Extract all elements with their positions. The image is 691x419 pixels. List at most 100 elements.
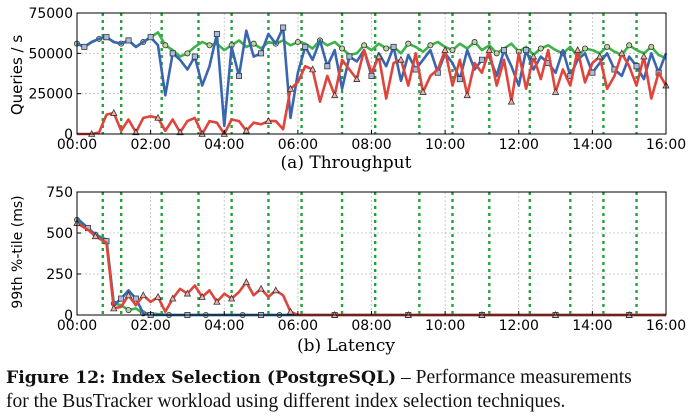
figure-caption: Figure 12: Index Selection (PostgreSQL) …	[6, 366, 690, 414]
throughput-point-square	[302, 43, 309, 50]
throughput-point-triangle	[286, 84, 295, 92]
throughput-point-triangle	[397, 55, 405, 63]
throughput-point-triangle	[640, 52, 648, 60]
latency-point-triangle	[154, 292, 162, 300]
figure-caption-label: Figure 12: Index Selection (PostgreSQL)	[6, 368, 397, 388]
throughput-point-square	[103, 34, 110, 41]
throughput-point-triangle	[375, 52, 383, 60]
throughput-point-circle	[339, 45, 346, 52]
throughput-point-triangle	[551, 88, 560, 95]
latency-xtick-label: 06:00	[278, 318, 318, 334]
latency-point-triangle	[227, 294, 236, 302]
throughput-point-square	[478, 56, 485, 63]
figure-caption-text-line2: for the BusTracker workload using differ…	[6, 391, 566, 412]
throughput-point-triangle	[132, 128, 140, 136]
latency-xtick-label: 02:00	[130, 318, 170, 334]
throughput-point-circle	[427, 42, 434, 49]
throughput-xtick-label: 04:00	[204, 137, 244, 153]
throughput-point-triangle	[618, 49, 626, 57]
throughput-point-circle	[361, 42, 368, 49]
throughput-point-triangle	[441, 46, 449, 53]
throughput-point-square	[213, 30, 220, 37]
latency-ytick-label: 500	[46, 226, 73, 242]
throughput-point-triangle	[353, 75, 361, 82]
throughput-chart: 0 25000 50000 75000 00:00 02:00 04:00 06:00 08:0…	[28, 6, 686, 153]
latency-point-triangle	[198, 292, 206, 300]
throughput-point-triangle	[308, 65, 317, 73]
throughput-point-triangle	[463, 91, 471, 99]
latency-point-triangle	[213, 297, 221, 305]
throughput-point-square	[633, 63, 640, 70]
latency-xtick-label: 00:00	[57, 318, 97, 334]
throughput-point-triangle	[110, 108, 118, 116]
throughput-point-square	[523, 47, 530, 54]
throughput-point-square	[501, 47, 508, 54]
throughput-xtick-label: 12:00	[499, 137, 539, 153]
throughput-point-triangle	[529, 52, 538, 60]
figure-caption-text-line1: – Performance measurements	[396, 367, 632, 388]
latency-xtick-label: 14:00	[572, 318, 612, 334]
throughput-xtick-label: 14:00	[572, 137, 612, 153]
throughput-xtick-label: 10:00	[425, 137, 465, 153]
latency-xtick-label: 16:00	[646, 318, 686, 334]
throughput-ytick-label: 75000	[28, 6, 73, 22]
latency-chart: 0 250 500 750 00:00 02:00 04:00 06:00 08:00 10:00…	[46, 185, 686, 334]
throughput-point-circle	[537, 45, 544, 52]
throughput-point-circle	[184, 50, 191, 57]
throughput-point-square	[324, 63, 331, 70]
throughput-point-square	[235, 72, 242, 79]
latency-point-triangle	[272, 286, 280, 294]
latency-point-triangle	[242, 278, 251, 286]
throughput-point-triangle	[176, 128, 184, 136]
throughput-point-triangle	[573, 46, 582, 53]
latency-point-triangle	[110, 304, 118, 312]
throughput-point-circle	[626, 42, 633, 49]
throughput-point-circle	[405, 40, 412, 47]
throughput-point-square	[346, 53, 353, 60]
throughput-point-triangle	[419, 88, 427, 95]
latency-ytick-label: 750	[46, 185, 73, 201]
latency-ylabel: 99th %-tile (ms)	[10, 195, 26, 308]
throughput-point-circle	[604, 43, 611, 50]
throughput-xtick-label: 16:00	[646, 137, 686, 153]
throughput-xtick-label: 06:00	[278, 137, 318, 153]
throughput-point-square	[147, 34, 154, 41]
throughput-point-circle	[294, 39, 301, 46]
latency-point-triangle	[91, 232, 100, 240]
latency-xtick-label: 12:00	[499, 318, 539, 334]
throughput-point-circle	[471, 39, 478, 46]
throughput-ylabel: Queries / s	[8, 35, 26, 116]
latency-subcaption: (b) Latency	[297, 336, 395, 356]
throughput-point-triangle	[485, 46, 493, 53]
latency-point-triangle	[183, 289, 192, 297]
latency-point-triangle	[257, 284, 265, 292]
throughput-point-triangle	[264, 117, 273, 124]
throughput-ytick-label: 25000	[28, 87, 73, 103]
throughput-xtick-label: 08:00	[351, 137, 391, 153]
throughput-point-circle	[383, 45, 390, 52]
throughput-point-square	[258, 50, 265, 57]
latency-point-triangle	[139, 291, 147, 299]
throughput-point-circle	[206, 42, 213, 49]
throughput-point-square	[191, 53, 198, 60]
latency-ytick-label: 0	[64, 308, 73, 324]
throughput-series-triangle-line	[77, 48, 668, 136]
throughput-ytick-label: 50000	[28, 46, 73, 62]
throughput-point-triangle	[596, 52, 604, 60]
throughput-point-circle	[449, 47, 456, 54]
throughput-point-square	[280, 24, 287, 31]
latency-xtick-label: 08:00	[351, 318, 391, 334]
throughput-xtick-label: 02:00	[130, 137, 170, 153]
throughput-point-circle	[493, 50, 500, 57]
latency-point-circle	[125, 307, 132, 314]
throughput-point-triangle	[154, 113, 162, 121]
throughput-point-square	[81, 43, 88, 50]
throughput-point-triangle	[507, 97, 516, 105]
throughput-point-square	[125, 37, 132, 44]
throughput-point-circle	[162, 42, 169, 49]
throughput-point-triangle	[242, 126, 251, 134]
throughput-ytick-label: 0	[64, 127, 73, 143]
latency-point-square	[118, 295, 125, 302]
latency-point-triangle	[169, 294, 177, 302]
latency-point-square	[132, 295, 139, 302]
